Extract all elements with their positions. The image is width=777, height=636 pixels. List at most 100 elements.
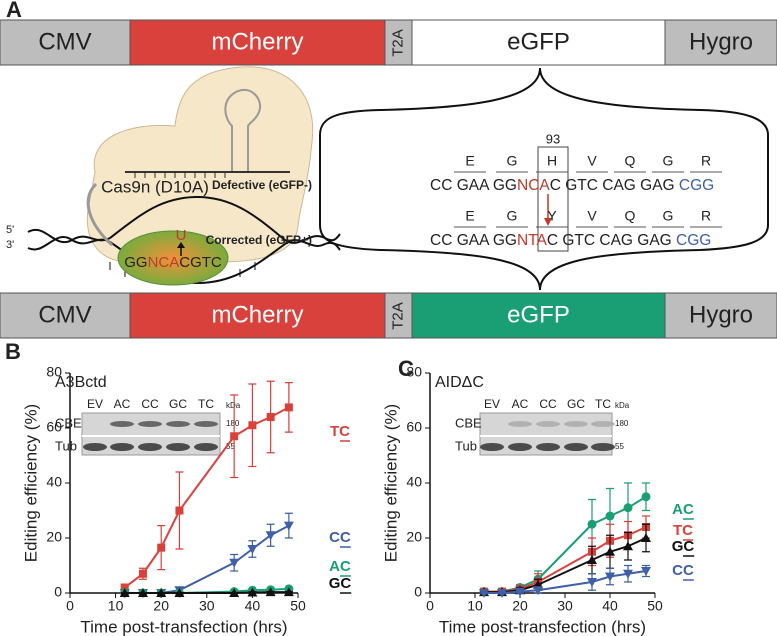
construct-label: eGFP — [507, 28, 570, 55]
chart-title: AIDΔC — [435, 374, 484, 391]
series-line — [124, 591, 289, 594]
amino-acid: G — [663, 208, 674, 224]
marker — [623, 503, 633, 513]
marker — [265, 531, 276, 541]
blot-band — [480, 443, 504, 451]
marker — [120, 583, 129, 592]
marker — [641, 533, 651, 542]
amino-acid: R — [701, 208, 711, 224]
amino-acid: Q — [625, 208, 636, 224]
sequence-piece: NCA — [517, 177, 550, 194]
sequence-piece: C GTC CAG GAG — [550, 177, 679, 194]
sequence-piece: C GTC CAG GAG — [547, 232, 676, 249]
series-label: CC — [672, 562, 694, 579]
marker — [174, 588, 185, 597]
construct-label: Hygro — [689, 301, 753, 328]
x-tick-label: 10 — [467, 598, 483, 614]
amino-acid: H — [547, 153, 557, 169]
blot-band — [166, 421, 190, 427]
blot-size: 55 — [226, 442, 235, 451]
sequence-piece: CC GAA GG — [430, 232, 517, 249]
target-piece: NCA — [148, 254, 180, 271]
series-label: TC — [330, 423, 350, 440]
series-line — [124, 524, 290, 594]
arrow-head — [177, 242, 185, 248]
marker — [587, 555, 597, 564]
construct-segment — [129, 19, 386, 66]
amino-acid: G — [507, 208, 518, 224]
marker — [283, 587, 294, 597]
row-label: Defective (eGFP-) — [212, 178, 312, 192]
chart-title: A3Bctd — [55, 374, 107, 391]
blot-band — [194, 421, 218, 427]
arrow-head — [544, 218, 552, 226]
x-tick-label: 0 — [66, 598, 74, 614]
blot-band — [110, 443, 134, 451]
series-line — [484, 570, 647, 594]
blot-band — [564, 421, 588, 427]
sequence: CC GAA GGNTAC GTC CAG GAG CGG — [430, 232, 711, 249]
marker — [247, 587, 258, 597]
marker — [156, 588, 167, 597]
lane-label: CC — [539, 397, 557, 411]
y-tick-label: 0 — [54, 584, 62, 600]
sequence: CC GAA GGNCAC GTC CAG GAG CGG — [430, 177, 714, 194]
y-tick-label: 20 — [46, 529, 62, 545]
construct-label: Hygro — [689, 28, 753, 55]
series-label: AC — [329, 558, 351, 575]
x-tick-label: 30 — [199, 598, 215, 614]
y-axis-label: Editing efficiency (%) — [21, 404, 40, 562]
blot-row-label: Tub — [55, 438, 77, 453]
blot-band — [564, 443, 588, 451]
lane-label: TC — [198, 397, 214, 411]
amino-acid: G — [663, 153, 674, 169]
x-tick-label: 20 — [512, 598, 528, 614]
uracil: U — [176, 227, 187, 244]
marker — [605, 572, 615, 582]
x-tick-label: 40 — [602, 598, 618, 614]
blot-unit: kDa — [226, 401, 241, 410]
series-label: GC — [672, 538, 695, 555]
x-tick-label: 50 — [647, 598, 663, 614]
blot-band — [110, 421, 134, 427]
panel-label: A — [6, 0, 22, 22]
series-line — [484, 526, 647, 593]
sequence-piece: CGG — [679, 177, 714, 194]
blot-band — [508, 443, 532, 451]
panel-label: C — [398, 356, 414, 381]
marker — [587, 578, 597, 587]
marker — [266, 413, 275, 421]
blot-row-label: CBE — [55, 415, 82, 430]
construct-label: CMV — [38, 301, 91, 328]
marker — [515, 587, 525, 597]
marker — [157, 543, 166, 552]
construct-segment — [384, 19, 413, 66]
amino-acid: V — [587, 208, 597, 224]
brace — [319, 67, 769, 291]
y-tick-label: 20 — [406, 529, 422, 545]
blot-band — [138, 443, 162, 451]
construct-label: T2A — [389, 29, 406, 57]
marker — [283, 521, 294, 531]
blot-band — [166, 443, 190, 451]
marker — [284, 403, 293, 412]
construct-label: CMV — [38, 28, 91, 55]
blot-row-label: Tub — [455, 438, 477, 453]
lane-label: EV — [87, 397, 103, 411]
lane-label: AC — [114, 397, 131, 411]
marker — [587, 519, 597, 529]
y-tick-label: 80 — [406, 364, 422, 380]
marker — [230, 432, 239, 441]
x-tick-label: 40 — [245, 598, 261, 614]
strand-label: 3' — [6, 239, 14, 251]
codon-position: 93 — [546, 131, 560, 146]
target-piece: GG — [124, 254, 147, 271]
lane-label: AC — [512, 397, 529, 411]
y-tick-label: 80 — [46, 364, 62, 380]
blot-band — [194, 443, 218, 451]
y-tick-label: 40 — [46, 474, 62, 490]
marker — [605, 546, 615, 556]
series-label: TC — [673, 522, 693, 539]
construct-label: mCherry — [211, 28, 303, 55]
